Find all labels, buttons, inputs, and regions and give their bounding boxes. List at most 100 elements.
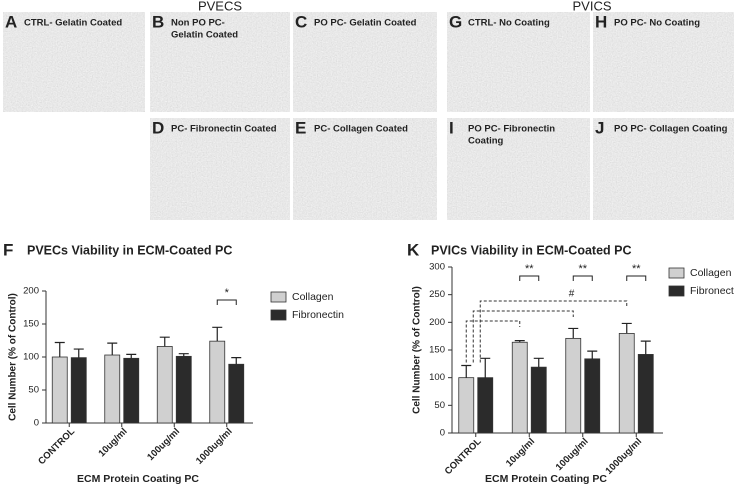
- panel-label: PO PC- No Coating: [614, 18, 700, 29]
- x-axis-label: ECM Protein Coating PC: [77, 473, 199, 485]
- inset: [87, 66, 143, 111]
- panel-letter: B: [152, 12, 164, 31]
- bar: [584, 358, 601, 434]
- significance-mark: **: [632, 263, 641, 275]
- inset: [532, 174, 588, 219]
- bar: [156, 346, 173, 424]
- panel-label: CTRL- No Coating: [468, 18, 550, 29]
- legend-label: Collagen: [292, 291, 334, 303]
- panel-letter: J: [595, 118, 604, 137]
- inset: [532, 66, 588, 111]
- y-axis-label: Cell Number (% of Control): [8, 293, 19, 421]
- bar: [123, 357, 140, 424]
- comparison-bracket: [479, 300, 628, 363]
- panel-label: CTRL- Gelatin Coated: [24, 18, 122, 29]
- panel-letter: I: [449, 118, 454, 137]
- y-tick-label: 0: [34, 418, 39, 429]
- bar: [511, 341, 528, 434]
- error-bar: [212, 326, 223, 342]
- inset: [232, 66, 288, 111]
- error-bar: [640, 340, 651, 355]
- panel-label: PO PC- Fibronectin: [468, 124, 555, 135]
- x-tick-label: 10ug/ml: [504, 436, 537, 469]
- panel-label: PO PC- Gelatin Coated: [314, 18, 417, 29]
- error-bar: [587, 350, 598, 359]
- panel-label: Gelatin Coated: [171, 30, 238, 41]
- error-bar: [621, 322, 632, 334]
- panel-label: PO PC- Collagen Coating: [614, 124, 728, 135]
- bar: [637, 354, 654, 434]
- bar: [477, 377, 494, 434]
- error-bar: [178, 353, 189, 357]
- y-tick-label: 50: [28, 385, 39, 396]
- bar: [228, 363, 245, 424]
- inset: [676, 174, 732, 219]
- significance-mark: **: [578, 263, 587, 275]
- panel-letter: K: [407, 240, 420, 259]
- error-bar: [480, 357, 491, 378]
- legend-label: Fibronectin: [690, 285, 734, 297]
- group-header: PVECS: [198, 0, 242, 13]
- bar: [51, 356, 68, 424]
- x-tick-label: 1000ug/ml: [194, 426, 235, 467]
- chart-title: PVECs Viability in ECM-Coated PC: [27, 243, 232, 257]
- error-bar: [514, 339, 525, 343]
- legend-swatch: [270, 291, 287, 303]
- inset: [232, 174, 288, 219]
- panel-label: PC- Collagen Coated: [314, 124, 408, 135]
- x-tick-label: 100ug/ml: [145, 426, 182, 463]
- error-bar: [159, 336, 170, 347]
- y-tick-label: 100: [23, 352, 39, 363]
- group-header: PVICS: [572, 0, 611, 13]
- y-tick-label: 150: [23, 319, 39, 330]
- y-tick-label: 100: [429, 372, 445, 383]
- bar: [209, 340, 226, 424]
- x-tick-label: CONTROL: [443, 436, 484, 477]
- y-tick-label: 50: [434, 400, 445, 411]
- y-tick-label: 250: [429, 289, 445, 300]
- error-bar: [568, 327, 579, 339]
- legend-swatch: [668, 267, 685, 279]
- error-bar: [231, 357, 242, 365]
- y-tick-label: 0: [440, 428, 445, 439]
- inset: [379, 66, 435, 111]
- significance-mark: *: [225, 287, 230, 299]
- chart-title: PVICs Viability in ECM-Coated PC: [431, 243, 632, 257]
- legend-swatch: [270, 309, 287, 321]
- error-bar: [54, 341, 65, 357]
- significance-bracket: [216, 299, 237, 305]
- error-bar: [73, 348, 84, 358]
- panel-letter: G: [449, 12, 462, 31]
- y-tick-label: 150: [429, 345, 445, 356]
- x-tick-label: CONTROL: [36, 426, 77, 467]
- error-bar: [533, 357, 544, 368]
- y-axis-label: Cell Number (% of Control): [412, 286, 423, 414]
- legend-label: Collagen: [690, 267, 732, 279]
- panel-label: Coating: [468, 136, 504, 147]
- panel-letter: H: [595, 12, 607, 31]
- significance-bracket: [572, 275, 593, 281]
- bar: [104, 354, 121, 424]
- panel-label: PC- Fibronectin Coated: [171, 124, 277, 135]
- inset: [676, 66, 732, 111]
- legend-swatch: [668, 285, 685, 297]
- y-tick-label: 200: [429, 317, 445, 328]
- error-bar: [107, 342, 118, 356]
- bar: [175, 355, 192, 424]
- x-tick-label: 10ug/ml: [96, 426, 129, 459]
- y-tick-label: 300: [429, 262, 445, 273]
- significance-bracket: [626, 275, 647, 281]
- bar: [618, 332, 635, 434]
- bar: [70, 357, 87, 424]
- comparison-bracket: [472, 310, 574, 363]
- bar: [530, 366, 547, 434]
- significance-bracket: [519, 275, 540, 281]
- y-tick-label: 200: [23, 286, 39, 297]
- panel-letter: C: [295, 12, 307, 31]
- panel-label: Non PO PC-: [171, 18, 225, 29]
- bar: [458, 377, 475, 434]
- error-bar: [461, 364, 472, 378]
- panel-letter: A: [5, 12, 17, 31]
- error-bar: [126, 353, 137, 359]
